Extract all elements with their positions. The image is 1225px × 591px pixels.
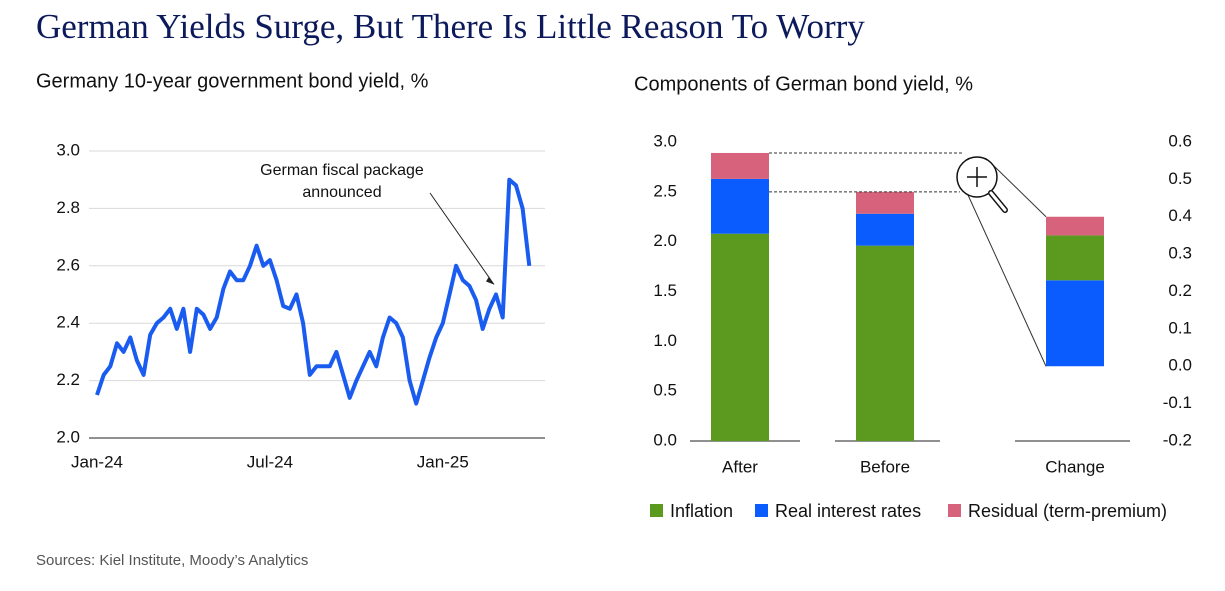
x-tick-label: After	[722, 457, 758, 476]
annotation-arrowhead	[486, 276, 494, 285]
y-tick-label: 0.0	[653, 430, 677, 449]
magnifier-icon	[956, 156, 1008, 213]
y-tick-label: 2.2	[56, 370, 80, 389]
x-tick-label: Before	[860, 457, 910, 476]
bar-segment	[711, 178, 769, 234]
annotation: announced	[302, 184, 381, 201]
bar-segment	[856, 245, 914, 441]
x-tick-label: Jan-25	[417, 452, 469, 471]
figure-title: German Yields Surge, But There Is Little…	[36, 7, 865, 46]
legend-swatch	[650, 504, 663, 517]
y-tick-label: 2.5	[653, 181, 677, 200]
y-tick-label: 2.4	[56, 313, 80, 332]
y2-tick-label: -0.2	[1163, 430, 1192, 449]
y2-tick-label: 0.3	[1168, 244, 1192, 263]
y2-tick-label: 0.0	[1168, 356, 1192, 375]
y-tick-label: 2.6	[56, 255, 80, 274]
annotation: German fiscal package	[260, 162, 424, 179]
y2-tick-label: -0.1	[1163, 393, 1192, 412]
legend-label: Inflation	[670, 501, 733, 521]
y2-tick-label: 0.5	[1168, 169, 1192, 188]
bar-segment	[856, 191, 914, 214]
chart-title: Germany 10-year government bond yield, %	[36, 70, 429, 92]
zoom-line	[993, 165, 1047, 218]
y2-tick-label: 0.1	[1168, 318, 1192, 337]
bar-segment	[711, 233, 769, 441]
y-tick-label: 0.5	[653, 381, 677, 400]
y2-tick-label: 0.6	[1168, 131, 1192, 150]
bar-segment	[711, 152, 769, 179]
legend-swatch	[755, 504, 768, 517]
y-tick-label: 1.0	[653, 331, 677, 350]
x-tick-label: Change	[1045, 457, 1105, 476]
bar-segment	[1046, 280, 1104, 367]
legend-label: Residual (term-premium)	[968, 501, 1167, 521]
source-note: Sources: Kiel Institute, Moody’s Analyti…	[36, 552, 308, 569]
y-tick-label: 1.5	[653, 281, 677, 300]
zoom-line	[967, 194, 1047, 367]
bar-segment	[856, 213, 914, 246]
bar-segment	[1046, 235, 1104, 281]
x-tick-label: Jan-24	[71, 452, 123, 471]
y-tick-label: 3.0	[653, 131, 677, 150]
y-tick-label: 2.8	[56, 198, 80, 217]
y-tick-label: 3.0	[56, 140, 80, 159]
bar-segment	[1046, 216, 1104, 236]
line-series	[95, 177, 532, 406]
legend-label: Real interest rates	[775, 501, 921, 521]
y2-tick-label: 0.2	[1168, 281, 1192, 300]
x-tick-label: Jul-24	[247, 452, 293, 471]
y-tick-label: 2.0	[56, 427, 80, 446]
annotation-arrow	[429, 192, 495, 285]
chart-title: Components of German bond yield, %	[634, 73, 973, 95]
legend-swatch	[948, 504, 961, 517]
y-tick-label: 2.0	[653, 231, 677, 250]
y2-tick-label: 0.4	[1168, 206, 1192, 225]
